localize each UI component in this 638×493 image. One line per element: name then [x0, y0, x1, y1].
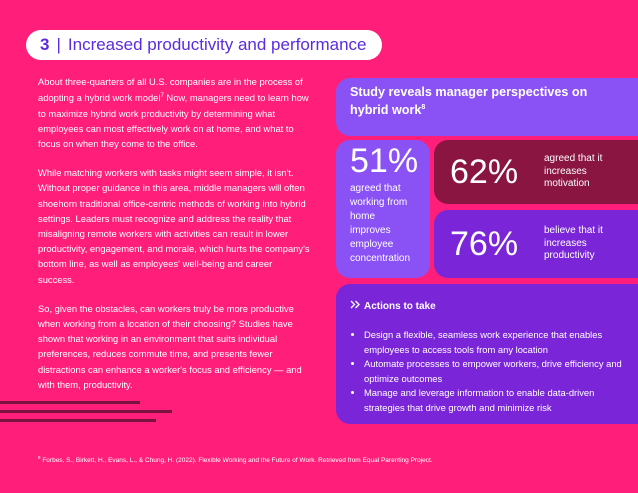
- stat-label: agreed that it increases motivation: [544, 153, 603, 190]
- body-text: About three-quarters of all U.S. compani…: [38, 74, 310, 406]
- decorative-line: [0, 419, 156, 422]
- paragraph-3: So, given the obstacles, can workers tru…: [38, 302, 302, 390]
- study-heading-card: Study reveals manager perspectives on hy…: [336, 78, 638, 136]
- footnote-ref-8: 8: [421, 104, 426, 111]
- footnote-number: 8: [38, 455, 41, 460]
- paragraph-2: While matching workers with tasks might …: [38, 167, 310, 285]
- actions-list: Design a flexible, seamless work experie…: [350, 328, 624, 415]
- list-item: Automate processes to empower workers, d…: [364, 357, 624, 386]
- list-item: Design a flexible, seamless work experie…: [364, 328, 624, 357]
- actions-heading: Actions to take: [350, 300, 624, 312]
- actions-card: Actions to take Design a flexible, seaml…: [336, 284, 638, 424]
- decorative-line: [0, 410, 172, 413]
- paragraph-1-text: About three-quarters of all U.S. compani…: [38, 76, 303, 104]
- section-separator: |: [56, 35, 61, 54]
- stat-card-productivity: 76% believe that it increases productivi…: [434, 210, 638, 278]
- double-chevron-right-icon: [350, 300, 361, 312]
- stat-value: 51%: [350, 142, 419, 180]
- footnote: 8 Forbes, S., Birkett, H., Evans, L., & …: [38, 453, 598, 465]
- stat-label: agreed that working from home improves e…: [350, 183, 411, 264]
- footnote-ref-7: 7: [160, 93, 164, 100]
- stat-value: 62%: [450, 153, 519, 191]
- paragraph-1-text-cont: Now, managers need to learn how to maxim…: [38, 92, 309, 149]
- stat-card-concentration: 51% agreed that working from home improv…: [336, 140, 430, 278]
- paragraph-1: About three-quarters of all U.S. compani…: [38, 74, 310, 151]
- section-title-text: Increased productivity and performance: [67, 35, 367, 54]
- actions-heading-text: Actions to take: [364, 300, 436, 312]
- section-title: 3 | Increased productivity and performan…: [26, 30, 382, 60]
- stat-label: believe that it increases productivity: [544, 225, 603, 262]
- decorative-line: [0, 401, 140, 404]
- section-number: 3: [40, 35, 50, 54]
- study-heading: Study reveals manager perspectives on hy…: [350, 85, 588, 118]
- footnote-text: Forbes, S., Birkett, H., Evans, L., & Ch…: [42, 457, 433, 465]
- stat-card-motivation: 62% agreed that it increases motivation: [434, 140, 638, 204]
- list-item: Manage and leverage information to enabl…: [364, 386, 624, 415]
- stat-value: 76%: [450, 225, 519, 263]
